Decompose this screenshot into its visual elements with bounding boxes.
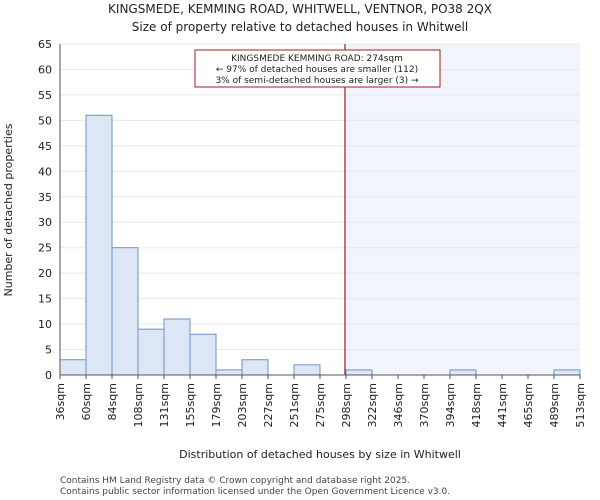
- y-tick-label: 60: [38, 63, 52, 76]
- y-tick-label: 45: [38, 140, 52, 153]
- x-tick-label: 322sqm: [366, 383, 379, 427]
- plot-area: 0 5 10 15 20 25 30 35 40 45 50 55 60 65 36sqm 60sqm 84s…: [38, 38, 587, 427]
- bar: [553, 369, 581, 376]
- y-tick-label: 55: [38, 89, 52, 102]
- x-tick-label: 108sqm: [132, 383, 145, 427]
- y-tick-label: 30: [38, 216, 52, 229]
- bar: [215, 369, 243, 376]
- x-tick-label: 275sqm: [314, 383, 327, 427]
- x-tick-label: 155sqm: [184, 383, 197, 427]
- x-tick-label: 131sqm: [158, 383, 171, 427]
- bar: [345, 369, 373, 376]
- x-tick-labels: 36sqm 60sqm 84sqm 108sqm 131sqm 155sqm 179sqm 2…: [54, 375, 587, 427]
- bar: [59, 359, 87, 376]
- annotation-line-1: KINGSMEDE KEMMING ROAD: 274sqm: [231, 54, 403, 64]
- bar: [163, 318, 191, 376]
- annotation-box-frame: [194, 49, 441, 88]
- y-tick-label: 20: [38, 267, 52, 280]
- x-tick-label: 513sqm: [574, 383, 587, 427]
- x-tick-label: 84sqm: [106, 383, 119, 420]
- x-axis-label: Distribution of detached houses by size …: [179, 448, 461, 461]
- y-tick-label: 10: [38, 318, 52, 331]
- bar: [111, 247, 139, 376]
- x-tick-label: 298sqm: [340, 383, 353, 427]
- annotation-line-3: 3% of semi-detached houses are larger (3…: [215, 76, 419, 86]
- bar: [85, 114, 113, 376]
- y-tick-label: 5: [45, 344, 52, 357]
- y-tick-label: 40: [38, 165, 52, 178]
- chart-title: KINGSMEDE, KEMMING ROAD, WHITWELL, VENTN…: [108, 2, 492, 16]
- bar: [449, 369, 477, 376]
- x-tick-label: 346sqm: [392, 383, 405, 427]
- y-tick-label: 50: [38, 114, 52, 127]
- x-tick-label: 489sqm: [548, 383, 561, 427]
- x-tick-label: 465sqm: [522, 383, 535, 427]
- x-tick-label: 370sqm: [418, 383, 431, 427]
- y-tick-labels: 0 5 10 15 20 25 30 35 40 45 50 55 60 65: [38, 38, 52, 382]
- footer-line-2: Contains public sector information licen…: [60, 487, 450, 497]
- bar: [137, 328, 165, 376]
- x-tick-label: 418sqm: [470, 383, 483, 427]
- x-tick-label: 251sqm: [288, 383, 301, 427]
- annotation-box: KINGSMEDE KEMMING ROAD: 274sqm ← 97% of …: [194, 49, 441, 88]
- y-tick-label: 0: [45, 369, 52, 382]
- x-tick-label: 203sqm: [236, 383, 249, 427]
- y-tick-label: 65: [38, 38, 52, 51]
- chart-subtitle: Size of property relative to detached ho…: [132, 20, 468, 34]
- x-tick-label: 394sqm: [444, 383, 457, 427]
- x-tick-label: 441sqm: [496, 383, 509, 427]
- bar: [293, 364, 321, 376]
- x-tick-label: 227sqm: [262, 383, 275, 427]
- y-axis-label: Number of detached properties: [2, 123, 15, 296]
- x-tick-label: 36sqm: [54, 383, 67, 420]
- footer-line-1: Contains HM Land Registry data © Crown c…: [60, 476, 410, 486]
- x-tick-label: 179sqm: [210, 383, 223, 427]
- bars: [59, 114, 581, 376]
- y-tick-label: 35: [38, 191, 52, 204]
- y-tick-label: 15: [38, 293, 52, 306]
- annotation-line-2: ← 97% of detached houses are smaller (11…: [216, 65, 418, 75]
- bar: [241, 359, 269, 376]
- y-tick-label: 25: [38, 242, 52, 255]
- bar: [189, 333, 217, 376]
- x-tick-label: 60sqm: [80, 383, 93, 420]
- highlight-region: [344, 44, 580, 375]
